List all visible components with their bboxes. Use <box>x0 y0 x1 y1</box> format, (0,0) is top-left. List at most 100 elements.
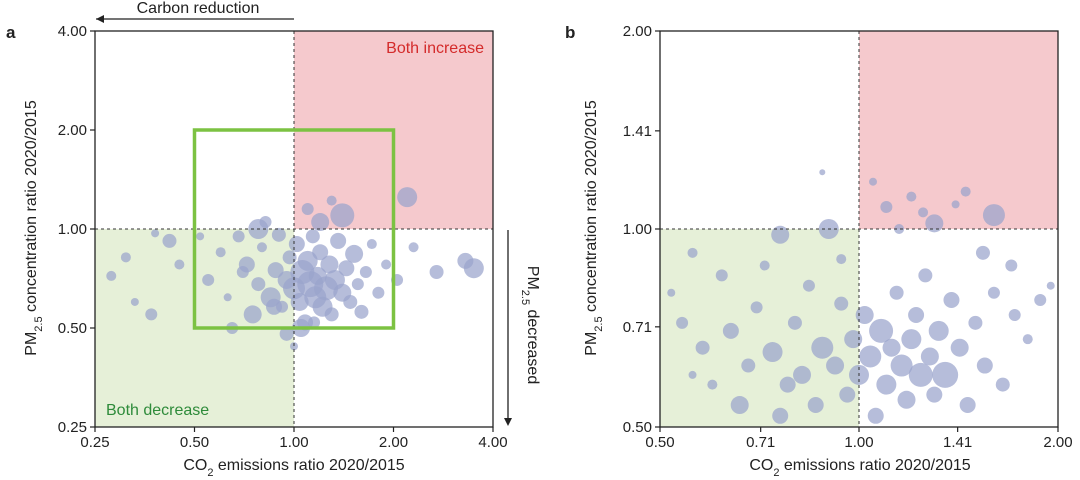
data-point <box>354 304 369 319</box>
data-point <box>236 266 249 279</box>
data-point <box>779 376 796 393</box>
x-tick-label: 0.50 <box>180 434 209 451</box>
data-point <box>807 397 824 414</box>
data-point <box>920 347 939 366</box>
data-point <box>959 397 976 414</box>
panel-b-ticks: 0.50 0.71 1.00 1.41 2.00 0.50 0.71 1.00 1.41 2.00 <box>623 23 1073 451</box>
data-point <box>326 195 337 206</box>
both-decrease-label: Both decrease <box>106 402 209 419</box>
data-point <box>372 286 385 299</box>
panel-a-ticks: 0.25 0.50 1.00 2.00 4.00 0.25 0.50 1.00 2.00 4.00 <box>58 23 508 451</box>
data-point <box>750 301 763 314</box>
data-point <box>145 308 158 321</box>
data-point <box>867 407 884 424</box>
y-tick-label: 2.00 <box>58 122 87 139</box>
data-point <box>279 326 294 341</box>
data-point <box>301 203 314 216</box>
data-point <box>297 250 318 271</box>
data-point <box>330 232 347 249</box>
data-point <box>976 357 993 374</box>
panel-a-y-axis-label: PM2.5 concentration ratio 2020/2015 <box>23 100 45 356</box>
data-point <box>266 298 283 315</box>
data-point <box>918 207 929 218</box>
x-tick-label: 1.00 <box>279 434 308 451</box>
data-point <box>722 322 739 339</box>
data-point <box>162 233 177 248</box>
data-point <box>771 225 790 244</box>
data-point <box>320 255 339 274</box>
highlight-box <box>192 128 396 330</box>
data-point <box>267 262 284 279</box>
data-point <box>345 244 364 263</box>
data-point <box>897 390 916 409</box>
data-point <box>282 250 297 265</box>
x-tick-label: 0.25 <box>80 434 109 451</box>
x-tick-label: 0.71 <box>746 434 775 451</box>
x-tick-label: 0.50 <box>645 434 674 451</box>
data-point <box>688 370 697 379</box>
data-point <box>174 259 185 270</box>
both-increase-region <box>859 31 1058 229</box>
data-point <box>1034 293 1047 306</box>
y-tick-label: 0.50 <box>623 419 652 436</box>
data-point <box>925 214 944 233</box>
data-point <box>951 200 960 209</box>
data-point <box>707 379 718 390</box>
data-point <box>906 191 917 202</box>
panel-a-x-axis-label: CO2 emissions ratio 2020/2015 <box>183 457 404 479</box>
data-point <box>932 361 959 388</box>
data-point <box>256 242 267 253</box>
both-increase-label: Both increase <box>386 40 484 57</box>
data-point <box>408 242 419 253</box>
panel-a: 0.25 0.50 1.00 2.00 4.00 0.25 0.50 1.00 2.00 4.00… <box>6 0 541 479</box>
data-point <box>381 259 392 270</box>
data-point <box>151 229 160 238</box>
data-point <box>901 329 922 350</box>
x-tick-label: 2.00 <box>1043 434 1072 451</box>
data-point <box>819 169 826 176</box>
data-point <box>982 204 1005 227</box>
x-tick-label: 1.00 <box>844 434 873 451</box>
data-point <box>995 377 1010 392</box>
panel-b-y-axis-label: PM2.5 concentration ratio 2020/2015 <box>583 100 605 356</box>
carbon-reduction-label: Carbon reduction <box>137 0 260 17</box>
y-tick-label: 1.41 <box>623 123 652 140</box>
y-tick-label: 1.00 <box>623 221 652 238</box>
data-point <box>950 338 969 357</box>
data-point <box>928 320 949 341</box>
data-point <box>305 229 320 244</box>
x-tick-label: 2.00 <box>379 434 408 451</box>
data-point <box>338 260 355 277</box>
data-point <box>772 407 789 424</box>
data-point <box>855 306 874 325</box>
pm-decreased-label: PM2.5 decreased <box>519 266 541 384</box>
data-point <box>839 386 856 403</box>
data-point <box>120 252 131 263</box>
data-point <box>351 278 364 291</box>
data-point <box>787 315 802 330</box>
data-point <box>926 386 943 403</box>
data-point <box>894 224 905 234</box>
data-point <box>1005 259 1018 272</box>
data-point <box>311 213 330 232</box>
data-point <box>882 338 901 357</box>
data-point <box>251 277 266 292</box>
data-point <box>288 236 305 253</box>
data-point <box>290 342 298 351</box>
y-tick-label: 1.00 <box>58 221 87 238</box>
data-point <box>667 288 676 297</box>
x-tick-label: 4.00 <box>478 434 507 451</box>
data-point <box>202 273 215 286</box>
data-point <box>762 342 783 363</box>
data-point <box>1008 309 1021 322</box>
data-point <box>676 316 689 329</box>
pm-decreased-arrowhead <box>504 418 512 426</box>
data-point <box>271 227 286 242</box>
data-point <box>1046 281 1055 290</box>
data-point <box>880 201 893 214</box>
data-point <box>429 265 444 280</box>
data-point <box>987 286 1000 299</box>
data-point <box>397 187 418 208</box>
data-point <box>366 239 377 250</box>
